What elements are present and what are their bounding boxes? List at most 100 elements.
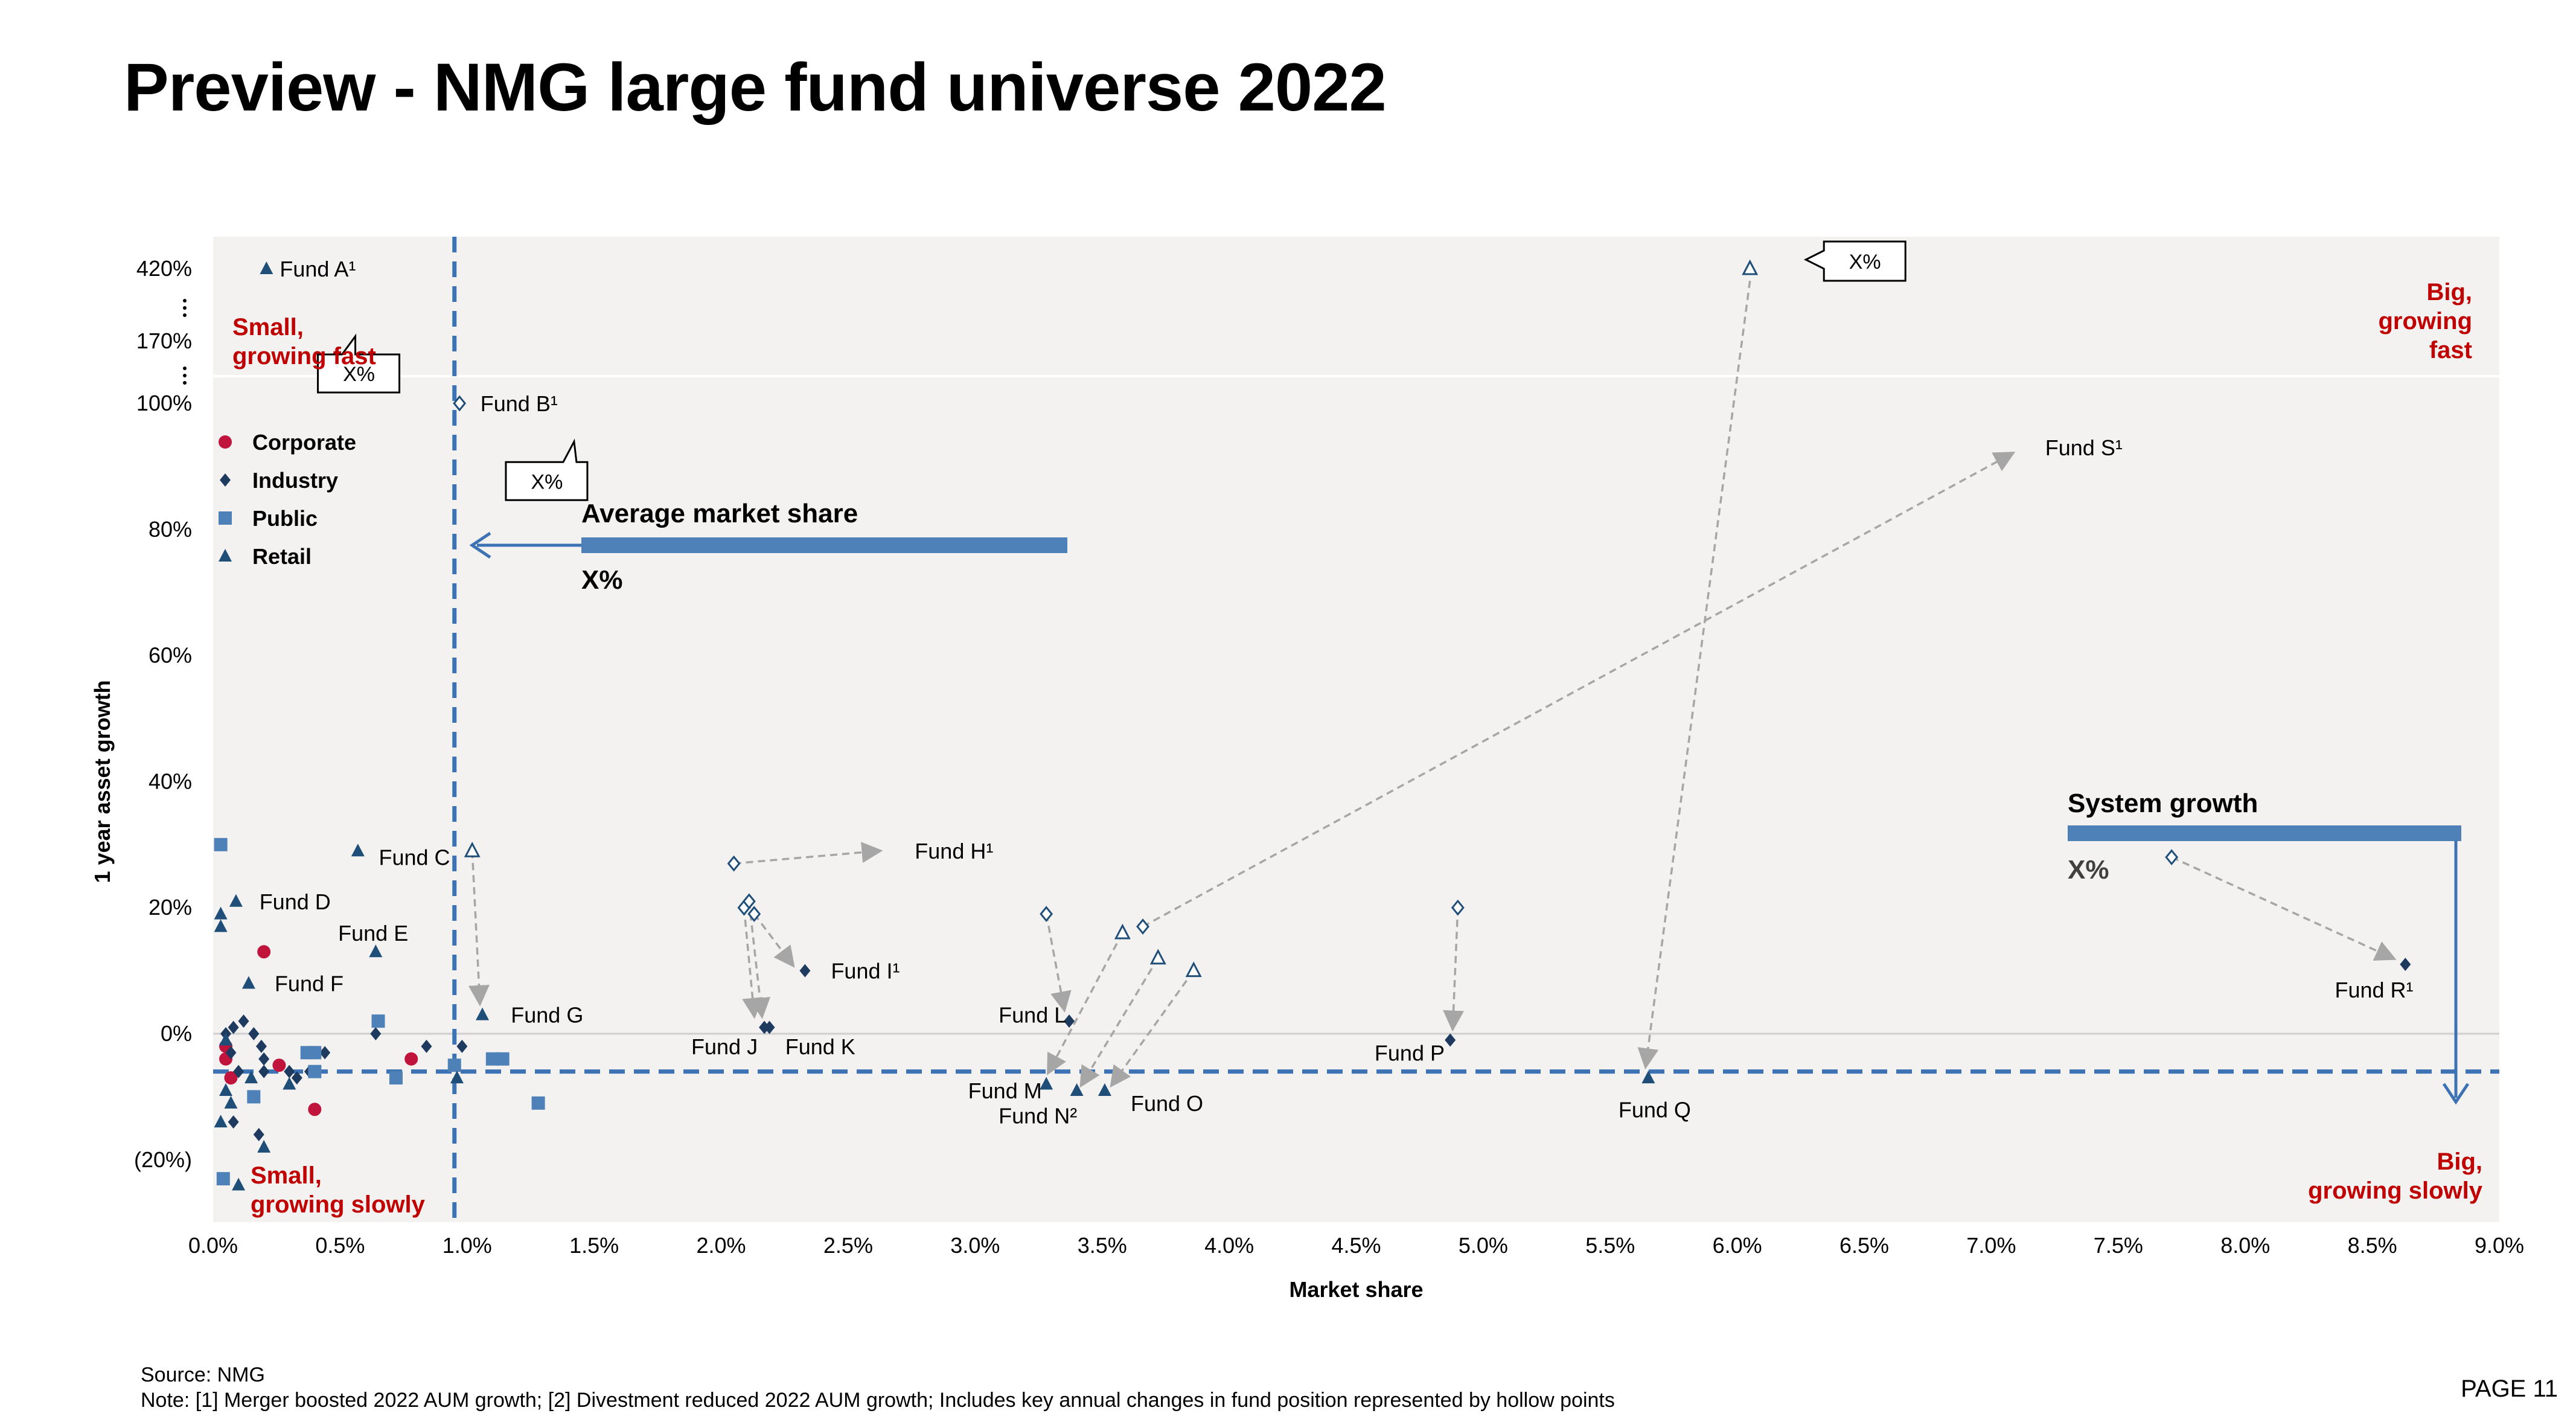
industry-point: [319, 1046, 331, 1060]
quadrant-label-line: Big,: [2426, 279, 2472, 306]
source-note: Source: NMG: [141, 1363, 265, 1386]
corporate-point: [257, 945, 271, 959]
average-market-share-label: Average market share: [581, 499, 858, 528]
corporate-point: [308, 1103, 322, 1116]
industry-point: [238, 1014, 249, 1028]
industry-point: [1445, 1033, 1456, 1047]
retail-point: [369, 944, 383, 958]
prior-position-point: [1136, 918, 1149, 935]
quadrant-label: Small, growing slowly: [251, 1162, 426, 1218]
callout-shape: [1803, 240, 1906, 282]
industry-point: [291, 1071, 302, 1085]
x-tick-label: 2.0%: [697, 1233, 746, 1258]
prior-position-point: [1451, 899, 1465, 916]
quadrant-label: Small, growing fast: [232, 314, 376, 370]
x-tick-label: 6.0%: [1713, 1233, 1762, 1258]
quadrant-label: Big, growing fast: [2378, 279, 2472, 363]
page-number: PAGE 11: [2461, 1375, 2558, 1402]
x-axis-title: Market share: [1289, 1277, 1423, 1302]
average-market-share-arrowhead: [469, 531, 491, 559]
x-tick-label: 0.0%: [188, 1233, 238, 1258]
fund-label: Fund Q: [1619, 1097, 1691, 1122]
fund-label: Fund J: [691, 1034, 758, 1059]
legend-marker-corporate: [219, 435, 232, 449]
retail-point: [283, 1077, 296, 1090]
prior-position-point: [1149, 949, 1166, 965]
break-dot: [183, 374, 187, 377]
x-tick-label: 1.5%: [569, 1233, 619, 1258]
legend: Corporate Industry Public Retail: [219, 430, 356, 569]
industry-point: [228, 1115, 239, 1129]
y-tick-label: 0%: [161, 1021, 192, 1046]
industry-point: [225, 1046, 237, 1060]
corporate-point: [404, 1052, 418, 1066]
movement-arrow: [2171, 856, 2397, 961]
industry-point: [255, 1039, 267, 1053]
fund-label: Fund E: [338, 921, 408, 946]
retail-point: [1040, 1077, 1053, 1090]
fund-label: Fund F: [275, 971, 344, 996]
system-growth-label: System growth: [2068, 789, 2258, 818]
break-dot: [183, 313, 187, 317]
x-tick-label: 5.0%: [1459, 1233, 1508, 1258]
callout-shape: [317, 333, 401, 394]
fund-label: Fund N²: [999, 1104, 1077, 1129]
quadrant-label-line: growing slowly: [2308, 1177, 2483, 1204]
x-tick-label: 3.0%: [950, 1233, 1000, 1258]
movement-arrow: [468, 851, 490, 1007]
public-point: [308, 1046, 322, 1060]
public-point: [389, 1071, 403, 1085]
prior-position-point: [2165, 849, 2179, 866]
fund-label: Fund D: [260, 889, 331, 914]
y-tick-label: (20%): [134, 1147, 192, 1172]
quadrant-label-line: Small,: [251, 1162, 322, 1189]
fund-label: Fund S¹: [2045, 435, 2123, 460]
x-tick-label: 7.0%: [1966, 1233, 2016, 1258]
x-tick-label: 3.5%: [1078, 1233, 1127, 1258]
system-growth-arrowhead: [2442, 1083, 2470, 1105]
x-tick-label: 4.0%: [1204, 1233, 1254, 1258]
y-tick-label: 100%: [136, 391, 192, 415]
industry-point: [228, 1020, 239, 1034]
break-dot: [183, 367, 187, 370]
public-point: [485, 1052, 499, 1066]
quadrant-label-line: Small,: [232, 314, 304, 341]
quadrant-label-line: growing slowly: [251, 1191, 426, 1218]
public-point: [371, 1014, 385, 1028]
movement-arrow: [1045, 914, 1072, 1013]
legend-label-corporate: Corporate: [252, 430, 356, 455]
quadrant-label-line: Big,: [2437, 1148, 2482, 1175]
movement-arrow: [1047, 932, 1123, 1075]
quadrant-label-line: growing fast: [232, 343, 376, 370]
y-tick-label: 420%: [136, 256, 192, 281]
average-market-share-bar: [581, 537, 1067, 553]
retail-point: [244, 1071, 258, 1084]
movement-arrow: [733, 842, 883, 865]
retail-point: [450, 1071, 464, 1084]
industry-point: [258, 1052, 270, 1066]
fund-label: Fund A¹: [280, 257, 356, 281]
industry-point: [1064, 1014, 1075, 1028]
system-growth-value: X%: [2068, 855, 2109, 885]
quadrant-label-line: growing: [2378, 308, 2472, 335]
y-tick-label: 60%: [149, 643, 192, 668]
legend-marker-retail: [219, 549, 232, 562]
retail-point: [351, 844, 365, 857]
break-dot: [183, 299, 187, 303]
quadrant-label: Big, growing slowly: [2308, 1148, 2483, 1204]
y-axis-title: 1 year asset growth: [90, 680, 115, 883]
x-tick-label: 7.5%: [2094, 1233, 2143, 1258]
callout-box: X%: [1803, 240, 1906, 282]
retail-point: [1641, 1071, 1655, 1084]
fund-label: Fund G: [511, 1003, 583, 1028]
prior-position-point: [1040, 906, 1053, 923]
fund-label: Fund L: [999, 1003, 1066, 1028]
legend-marker-public: [219, 511, 232, 525]
fund-label: Fund M: [968, 1078, 1042, 1103]
retail-point-offscale: [260, 261, 273, 274]
break-dots-upper: [183, 299, 187, 317]
callout-box: X%: [505, 438, 589, 501]
legend-label-retail: Retail: [252, 544, 312, 569]
fund-label: Fund R¹: [2335, 978, 2413, 1002]
